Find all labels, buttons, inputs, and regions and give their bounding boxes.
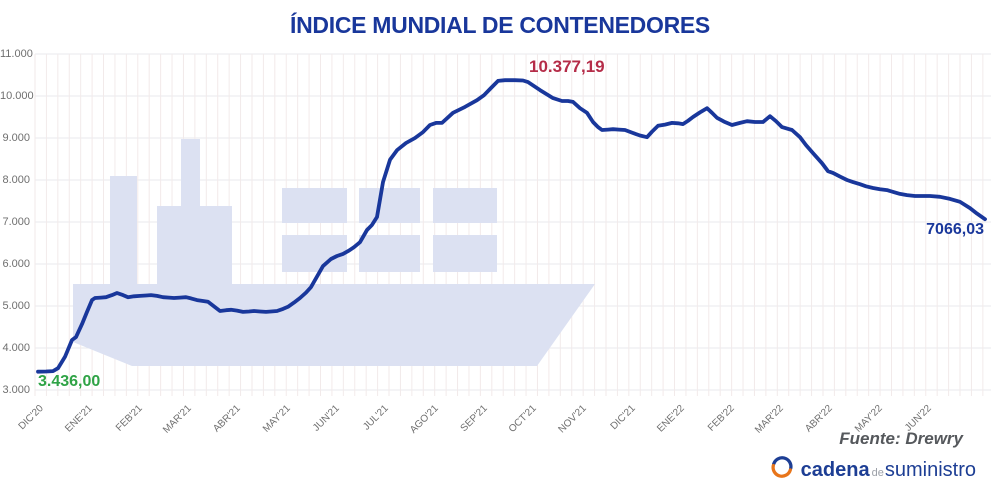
peak-value-label: 10.377,19 [529,57,605,76]
wci-line-group [36,78,987,374]
logo-word-de: de [871,467,884,479]
end-value-label: 7066,03 [926,221,984,238]
logo-word-cadena: cadena [800,459,870,481]
start-value-label: 3.436,00 [38,373,101,390]
chart-title: ÍNDICE MUNDIAL DE CONTENEDORES [290,12,710,38]
container-ship-watermark [73,139,595,366]
y-tick-label: 5.000 [2,300,30,312]
y-tick-label: 11.000 [0,48,33,60]
y-tick-label: 10.000 [0,90,34,102]
logo-wordmark: cadena de suministro [801,460,976,480]
wci-line [36,78,987,374]
y-tick-label: 7.000 [2,216,30,228]
y-tick-label: 9.000 [2,132,30,144]
y-tick-label: 6.000 [2,258,30,270]
logo-word-suministro: suministro [884,459,976,481]
cadena-de-suministro-logo: cadena de suministro [769,454,976,480]
y-tick-label: 8.000 [2,174,30,186]
logo-circular-arrows-icon [771,456,793,478]
source-note: Fuente: Drewry [839,429,963,448]
y-tick-label: 4.000 [2,342,30,354]
y-tick-label: 3.000 [2,384,30,396]
